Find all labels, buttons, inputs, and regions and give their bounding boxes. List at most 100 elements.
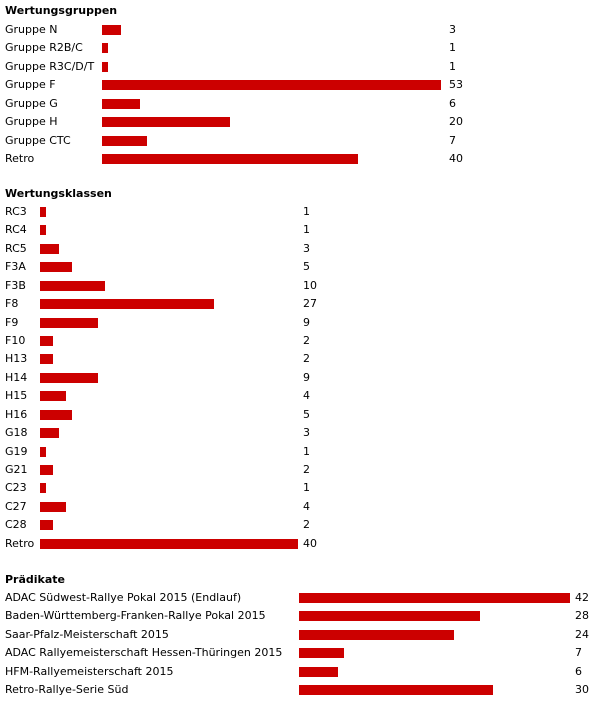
category-label: Retro [5, 152, 35, 165]
chart-row: ADAC Rallyemeisterschaft Hessen-Thüringe… [0, 644, 600, 662]
bar [40, 262, 72, 272]
chart-row: G21 2 [0, 461, 600, 479]
chart-row: F8 27 [0, 295, 600, 313]
category-label: RC4 [5, 223, 27, 236]
bar [40, 428, 59, 438]
value-label: 40 [303, 537, 317, 550]
bar [40, 391, 66, 401]
category-label: G19 [5, 445, 28, 458]
category-label: Gruppe N [5, 23, 58, 36]
chart-row: H13 2 [0, 350, 600, 368]
value-label: 1 [303, 445, 310, 458]
value-label: 3 [303, 426, 310, 439]
category-label: Retro [5, 537, 35, 550]
category-label: G18 [5, 426, 28, 439]
value-label: 7 [575, 646, 582, 659]
value-label: 1 [303, 205, 310, 218]
value-label: 42 [575, 591, 589, 604]
bar [102, 43, 108, 53]
category-label: F3A [5, 260, 26, 273]
bar [40, 539, 298, 549]
bar [102, 154, 358, 164]
value-label: 30 [575, 683, 589, 696]
bar [102, 80, 441, 90]
category-label: ADAC Rallyemeisterschaft Hessen-Thüringe… [5, 646, 283, 659]
category-label: ADAC Südwest-Rallye Pokal 2015 (Endlauf) [5, 591, 242, 604]
chart-row: H16 5 [0, 406, 600, 424]
chart-title: Wertungsgruppen [5, 4, 118, 17]
chart-title: Prädikate [5, 573, 66, 586]
category-label: Gruppe CTC [5, 134, 71, 147]
category-label: RC5 [5, 242, 27, 255]
chart-row: Gruppe R3C/D/T 1 [0, 58, 600, 76]
value-label: 40 [449, 152, 463, 165]
category-label: H14 [5, 371, 28, 384]
chart-row: C23 1 [0, 479, 600, 497]
chart-row: C28 2 [0, 516, 600, 534]
category-label: F8 [5, 297, 19, 310]
chart-row: Retro 40 [0, 535, 600, 553]
chart-row: F9 9 [0, 314, 600, 332]
chart-row: Baden-Württemberg-Franken-Rallye Pokal 2… [0, 607, 600, 625]
value-label: 1 [303, 481, 310, 494]
chart-row: Gruppe R2B/C 1 [0, 39, 600, 57]
chart-row: G19 1 [0, 443, 600, 461]
chart-row: RC4 1 [0, 221, 600, 239]
chart-row: F3A 5 [0, 258, 600, 276]
chart-row: HFM-Rallyemeisterschaft 2015 6 [0, 663, 600, 681]
value-label: 4 [303, 500, 310, 513]
category-label: Gruppe R2B/C [5, 41, 83, 54]
value-label: 1 [303, 223, 310, 236]
category-label: F9 [5, 316, 19, 329]
value-label: 1 [449, 41, 456, 54]
chart-row: Gruppe N 3 [0, 21, 600, 39]
bar [40, 354, 53, 364]
bar [299, 667, 338, 677]
category-label: F3B [5, 279, 26, 292]
bar [40, 318, 98, 328]
bar [102, 62, 108, 72]
category-label: Gruppe F [5, 78, 56, 91]
category-label: Gruppe R3C/D/T [5, 60, 95, 73]
bar [40, 465, 53, 475]
value-label: 2 [303, 352, 310, 365]
chart-row: Gruppe G 6 [0, 95, 600, 113]
category-label: H16 [5, 408, 28, 421]
bar [40, 299, 214, 309]
bar [102, 136, 147, 146]
value-label: 27 [303, 297, 317, 310]
value-label: 7 [449, 134, 456, 147]
bar [299, 648, 344, 658]
category-label: H15 [5, 389, 28, 402]
category-label: G21 [5, 463, 28, 476]
value-label: 28 [575, 609, 589, 622]
bar [299, 593, 570, 603]
value-label: 5 [303, 260, 310, 273]
bar [40, 373, 98, 383]
value-label: 5 [303, 408, 310, 421]
value-label: 4 [303, 389, 310, 402]
value-label: 2 [303, 518, 310, 531]
category-label: C27 [5, 500, 27, 513]
category-label: Saar-Pfalz-Meisterschaft 2015 [5, 628, 169, 641]
chart-row: H15 4 [0, 387, 600, 405]
category-label: H13 [5, 352, 28, 365]
bar [299, 611, 480, 621]
value-label: 6 [449, 97, 456, 110]
chart-row: Retro-Rallye-Serie Süd 30 [0, 681, 600, 699]
bar [40, 207, 46, 217]
chart-title: Wertungsklassen [5, 187, 112, 200]
bar [102, 117, 230, 127]
chart-row: RC5 3 [0, 240, 600, 258]
bar [102, 25, 121, 35]
bar [40, 244, 59, 254]
bar [102, 99, 140, 109]
chart-row: F10 2 [0, 332, 600, 350]
chart-row: H14 9 [0, 369, 600, 387]
bar [40, 336, 53, 346]
bar [40, 483, 46, 493]
bar [40, 410, 72, 420]
value-label: 9 [303, 316, 310, 329]
chart-row: Gruppe H 20 [0, 113, 600, 131]
category-label: F10 [5, 334, 26, 347]
